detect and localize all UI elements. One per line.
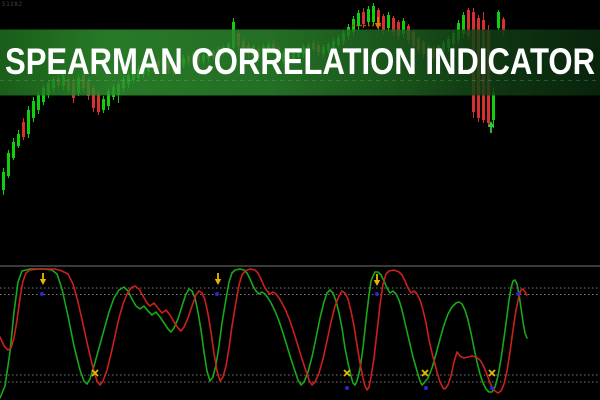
candle-body — [397, 22, 400, 36]
candle-body — [367, 9, 370, 22]
candle-body — [102, 99, 105, 110]
price-signal-markers — [352, 17, 495, 133]
candle-body — [467, 10, 470, 36]
oscillator-sell-arrow-icon — [373, 274, 381, 286]
candle-body — [382, 16, 385, 30]
candle-body — [22, 122, 25, 137]
candle-body — [37, 95, 40, 110]
oscillator-signal-dot — [345, 386, 349, 390]
candle-body — [17, 134, 20, 146]
oscillator-sell-arrow-icon — [214, 273, 222, 285]
oscillator-panel — [0, 265, 600, 399]
candle-body — [27, 110, 30, 134]
candle-body — [402, 21, 405, 34]
candle-body — [107, 91, 110, 106]
oscillator-signal-dot — [40, 292, 44, 296]
candle-body — [7, 153, 10, 176]
candle-body — [357, 13, 360, 26]
oscillator-signal-dot — [424, 386, 428, 390]
oscillator-x-marker-icon — [421, 369, 429, 377]
oscillator-sell-arrow-icon — [39, 273, 47, 285]
banner-title-text: SPEARMAN CORRELATION INDICATOR — [5, 41, 595, 82]
oscillator-signal-dot — [490, 386, 494, 390]
candle-body — [462, 15, 465, 34]
spearman-slow-red — [0, 268, 528, 394]
oscillator-signal-dot — [215, 292, 219, 296]
candle-body — [372, 6, 375, 22]
candle-body — [92, 88, 95, 108]
candle-body — [12, 142, 15, 158]
oscillator-x-marker-icon — [91, 369, 99, 377]
candle-body — [392, 18, 395, 32]
spearman-fast-green — [0, 268, 528, 399]
candle-body — [497, 12, 500, 28]
buy-arrow-icon — [487, 121, 495, 133]
oscillator-x-marker-icon — [343, 369, 351, 377]
candle-body — [2, 172, 5, 190]
oscillator-signal-dot — [516, 292, 520, 296]
candle-body — [362, 12, 365, 24]
candle-body — [502, 19, 505, 31]
sell-arrow-icon — [374, 17, 382, 29]
candle-body — [492, 93, 495, 120]
candle-body — [32, 101, 35, 118]
oscillator-signal-dot — [375, 292, 379, 296]
candle-body — [387, 15, 390, 28]
candle-body — [97, 95, 100, 112]
title-banner — [0, 29, 600, 96]
oscillator-x-marker-icon — [488, 369, 496, 377]
price-watermark: 51282 — [2, 1, 23, 8]
